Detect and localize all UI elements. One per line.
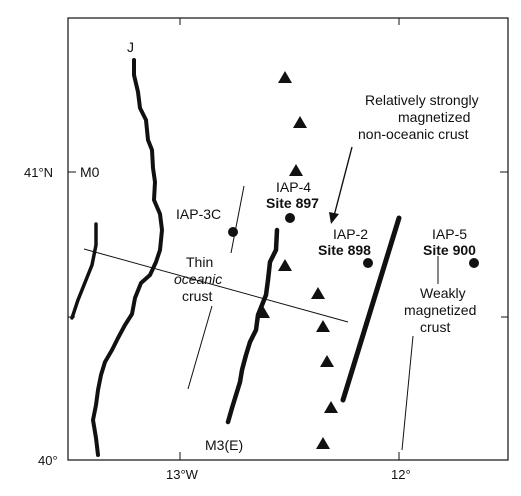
annotation-weak-line1: Weakly: [420, 285, 466, 301]
site-marker-iap-2: [363, 258, 373, 268]
label-anomaly-j: J: [127, 39, 134, 55]
lat-label-41n: 41°N: [24, 165, 53, 180]
annotation-thin-line2: oceanic: [174, 271, 222, 287]
triangle-marker: [278, 71, 292, 83]
label-iap-2: IAP-2: [333, 226, 368, 242]
triangle-marker: [324, 401, 338, 413]
label-anomaly-m0: M0: [80, 164, 100, 180]
label-anomaly-m3: M3(E): [205, 437, 243, 453]
leader-weak-crust-lower: [401, 335, 414, 451]
label-site-897: Site 897: [266, 195, 319, 211]
seamount-triangles: [256, 71, 338, 449]
leader-iap-3c: [230, 185, 245, 254]
map-frame: [67, 17, 509, 461]
lon-label-12: 12°: [391, 467, 411, 482]
triangle-marker: [316, 320, 330, 332]
annotation-thin-line1: Thin: [186, 254, 213, 270]
annotation-weak-line2: magnetized: [404, 302, 476, 318]
label-iap-4: IAP-4: [276, 179, 311, 195]
site-marker-iap-3c: [228, 227, 238, 237]
annotation-strong-line2: magnetized: [398, 109, 470, 125]
annotation-strong-line3: non-oceanic crust: [358, 126, 469, 142]
triangle-marker: [293, 116, 307, 128]
annotation-thin-line3: crust: [182, 288, 212, 304]
site-marker-iap-4: [285, 213, 295, 223]
leader-lines: [187, 185, 439, 451]
anomaly-j-line: [91, 58, 164, 457]
label-site-898: Site 898: [318, 242, 371, 258]
triangle-marker: [316, 437, 330, 449]
annotation-weak-line3: crust: [420, 319, 450, 335]
triangle-marker: [289, 164, 303, 176]
triangle-marker: [320, 355, 334, 367]
site-marker-iap-5: [469, 258, 479, 268]
leader-thin-crust: [187, 305, 213, 390]
anomaly-m3-line: [225, 227, 280, 425]
lon-label-13w: 13°W: [166, 467, 199, 482]
label-iap-5: IAP-5: [432, 226, 467, 242]
triangle-marker: [278, 259, 292, 271]
triangle-marker: [311, 287, 325, 299]
lat-label-40: 40°: [38, 453, 58, 468]
label-iap-3c: IAP-3C: [176, 206, 221, 222]
label-site-900: Site 900: [423, 242, 476, 258]
strong-crust-arrow: [329, 146, 353, 224]
triangle-marker: [256, 306, 270, 318]
annotation-strong-line1: Relatively strongly: [365, 92, 479, 108]
anomaly-m0-line: [70, 222, 98, 320]
transect-line: [83, 248, 349, 323]
eastern-magnetized-line: [340, 215, 402, 403]
